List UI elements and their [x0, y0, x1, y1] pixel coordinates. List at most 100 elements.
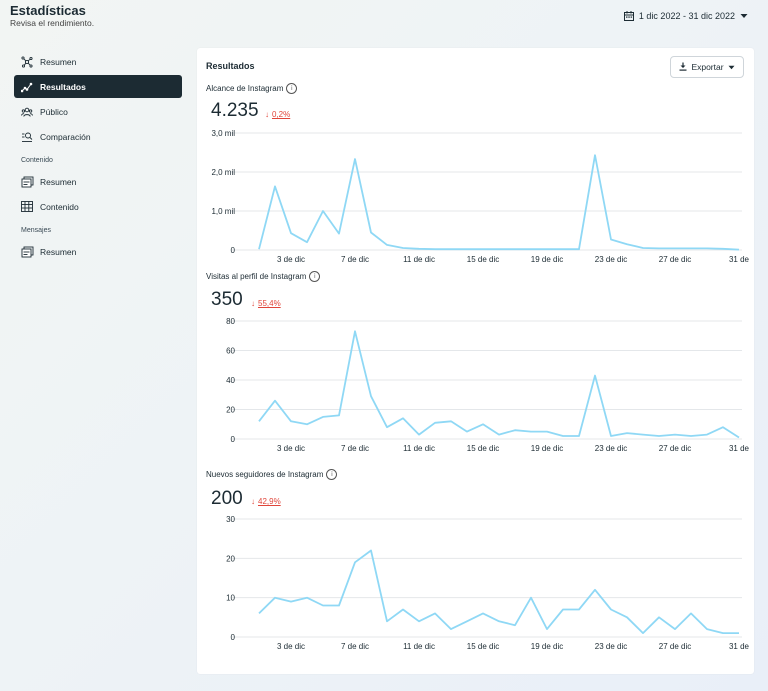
data-point[interactable] [400, 245, 406, 251]
data-point[interactable] [464, 429, 470, 435]
data-point[interactable] [448, 626, 454, 632]
data-point[interactable] [640, 432, 646, 438]
data-point[interactable] [736, 630, 742, 636]
data-point[interactable] [688, 245, 694, 251]
data-point[interactable] [320, 603, 326, 609]
data-point[interactable] [720, 630, 726, 636]
data-point[interactable] [736, 435, 742, 441]
data-point[interactable] [480, 610, 486, 616]
data-point[interactable] [528, 246, 534, 252]
data-point[interactable] [704, 626, 710, 632]
data-point[interactable] [640, 630, 646, 636]
sidebar-item-mensajes-resumen[interactable]: Resumen [14, 240, 182, 263]
data-point[interactable] [720, 246, 726, 252]
data-point[interactable] [272, 183, 278, 189]
data-point[interactable] [592, 373, 598, 379]
data-point[interactable] [496, 432, 502, 438]
data-point[interactable] [592, 587, 598, 593]
data-point[interactable] [304, 595, 310, 601]
data-point[interactable] [448, 418, 454, 424]
sidebar-item-resultados[interactable]: Resultados [14, 75, 182, 98]
data-point[interactable] [304, 421, 310, 427]
data-point[interactable] [608, 433, 614, 439]
date-range-picker[interactable]: 1 dic 2022 - 31 dic 2022 [623, 11, 748, 21]
sidebar-item-contenido[interactable]: Contenido [14, 195, 182, 218]
data-point[interactable] [288, 418, 294, 424]
data-point[interactable] [592, 152, 598, 158]
info-icon[interactable]: i [326, 469, 338, 480]
data-point[interactable] [416, 432, 422, 438]
data-point[interactable] [480, 421, 486, 427]
data-point[interactable] [448, 246, 454, 252]
data-point[interactable] [736, 247, 742, 253]
data-point[interactable] [544, 246, 550, 252]
data-point[interactable] [656, 614, 662, 620]
data-point[interactable] [432, 246, 438, 252]
data-point[interactable] [528, 429, 534, 435]
data-point[interactable] [480, 246, 486, 252]
data-point[interactable] [624, 241, 630, 247]
data-point[interactable] [288, 230, 294, 236]
data-point[interactable] [640, 245, 646, 251]
data-point[interactable] [272, 595, 278, 601]
data-point[interactable] [256, 418, 262, 424]
data-point[interactable] [608, 236, 614, 242]
data-point[interactable] [352, 559, 358, 565]
data-point[interactable] [672, 245, 678, 251]
data-point[interactable] [272, 398, 278, 404]
data-point[interactable] [560, 433, 566, 439]
sidebar-item-contenido-resumen[interactable]: Resumen [14, 170, 182, 193]
data-point[interactable] [512, 622, 518, 628]
data-point[interactable] [576, 246, 582, 252]
data-point[interactable] [656, 245, 662, 251]
data-point[interactable] [656, 433, 662, 439]
data-point[interactable] [256, 610, 262, 616]
data-point[interactable] [384, 242, 390, 248]
data-point[interactable] [416, 246, 422, 252]
data-point[interactable] [688, 433, 694, 439]
data-point[interactable] [400, 415, 406, 421]
data-point[interactable] [720, 424, 726, 430]
data-point[interactable] [464, 618, 470, 624]
data-point[interactable] [336, 603, 342, 609]
data-point[interactable] [560, 246, 566, 252]
data-point[interactable] [304, 239, 310, 245]
data-point[interactable] [320, 208, 326, 214]
info-icon[interactable]: i [309, 271, 321, 282]
data-point[interactable] [704, 432, 710, 438]
data-point[interactable] [464, 246, 470, 252]
sidebar-item-resumen[interactable]: Resumen [14, 50, 182, 73]
data-point[interactable] [528, 595, 534, 601]
data-point[interactable] [432, 610, 438, 616]
sidebar-item-publico[interactable]: Público [14, 100, 182, 123]
data-point[interactable] [704, 245, 710, 251]
data-point[interactable] [336, 412, 342, 418]
data-point[interactable] [608, 606, 614, 612]
data-point[interactable] [288, 599, 294, 605]
data-point[interactable] [368, 229, 374, 235]
data-point[interactable] [496, 246, 502, 252]
data-point[interactable] [560, 606, 566, 612]
data-point[interactable] [544, 429, 550, 435]
data-point[interactable] [320, 414, 326, 420]
data-point[interactable] [384, 618, 390, 624]
data-point[interactable] [576, 606, 582, 612]
sidebar-item-comparacion[interactable]: Comparación [14, 125, 182, 148]
data-point[interactable] [416, 618, 422, 624]
info-icon[interactable]: i [286, 83, 298, 94]
data-point[interactable] [512, 246, 518, 252]
data-point[interactable] [496, 618, 502, 624]
data-point[interactable] [512, 427, 518, 433]
data-point[interactable] [352, 328, 358, 334]
data-point[interactable] [544, 626, 550, 632]
data-point[interactable] [384, 424, 390, 430]
data-point[interactable] [576, 433, 582, 439]
data-point[interactable] [368, 547, 374, 553]
data-point[interactable] [432, 420, 438, 426]
data-point[interactable] [256, 246, 262, 252]
export-button[interactable]: Exportar [670, 56, 744, 78]
data-point[interactable] [688, 610, 694, 616]
data-point[interactable] [672, 626, 678, 632]
data-point[interactable] [624, 614, 630, 620]
data-point[interactable] [336, 231, 342, 237]
